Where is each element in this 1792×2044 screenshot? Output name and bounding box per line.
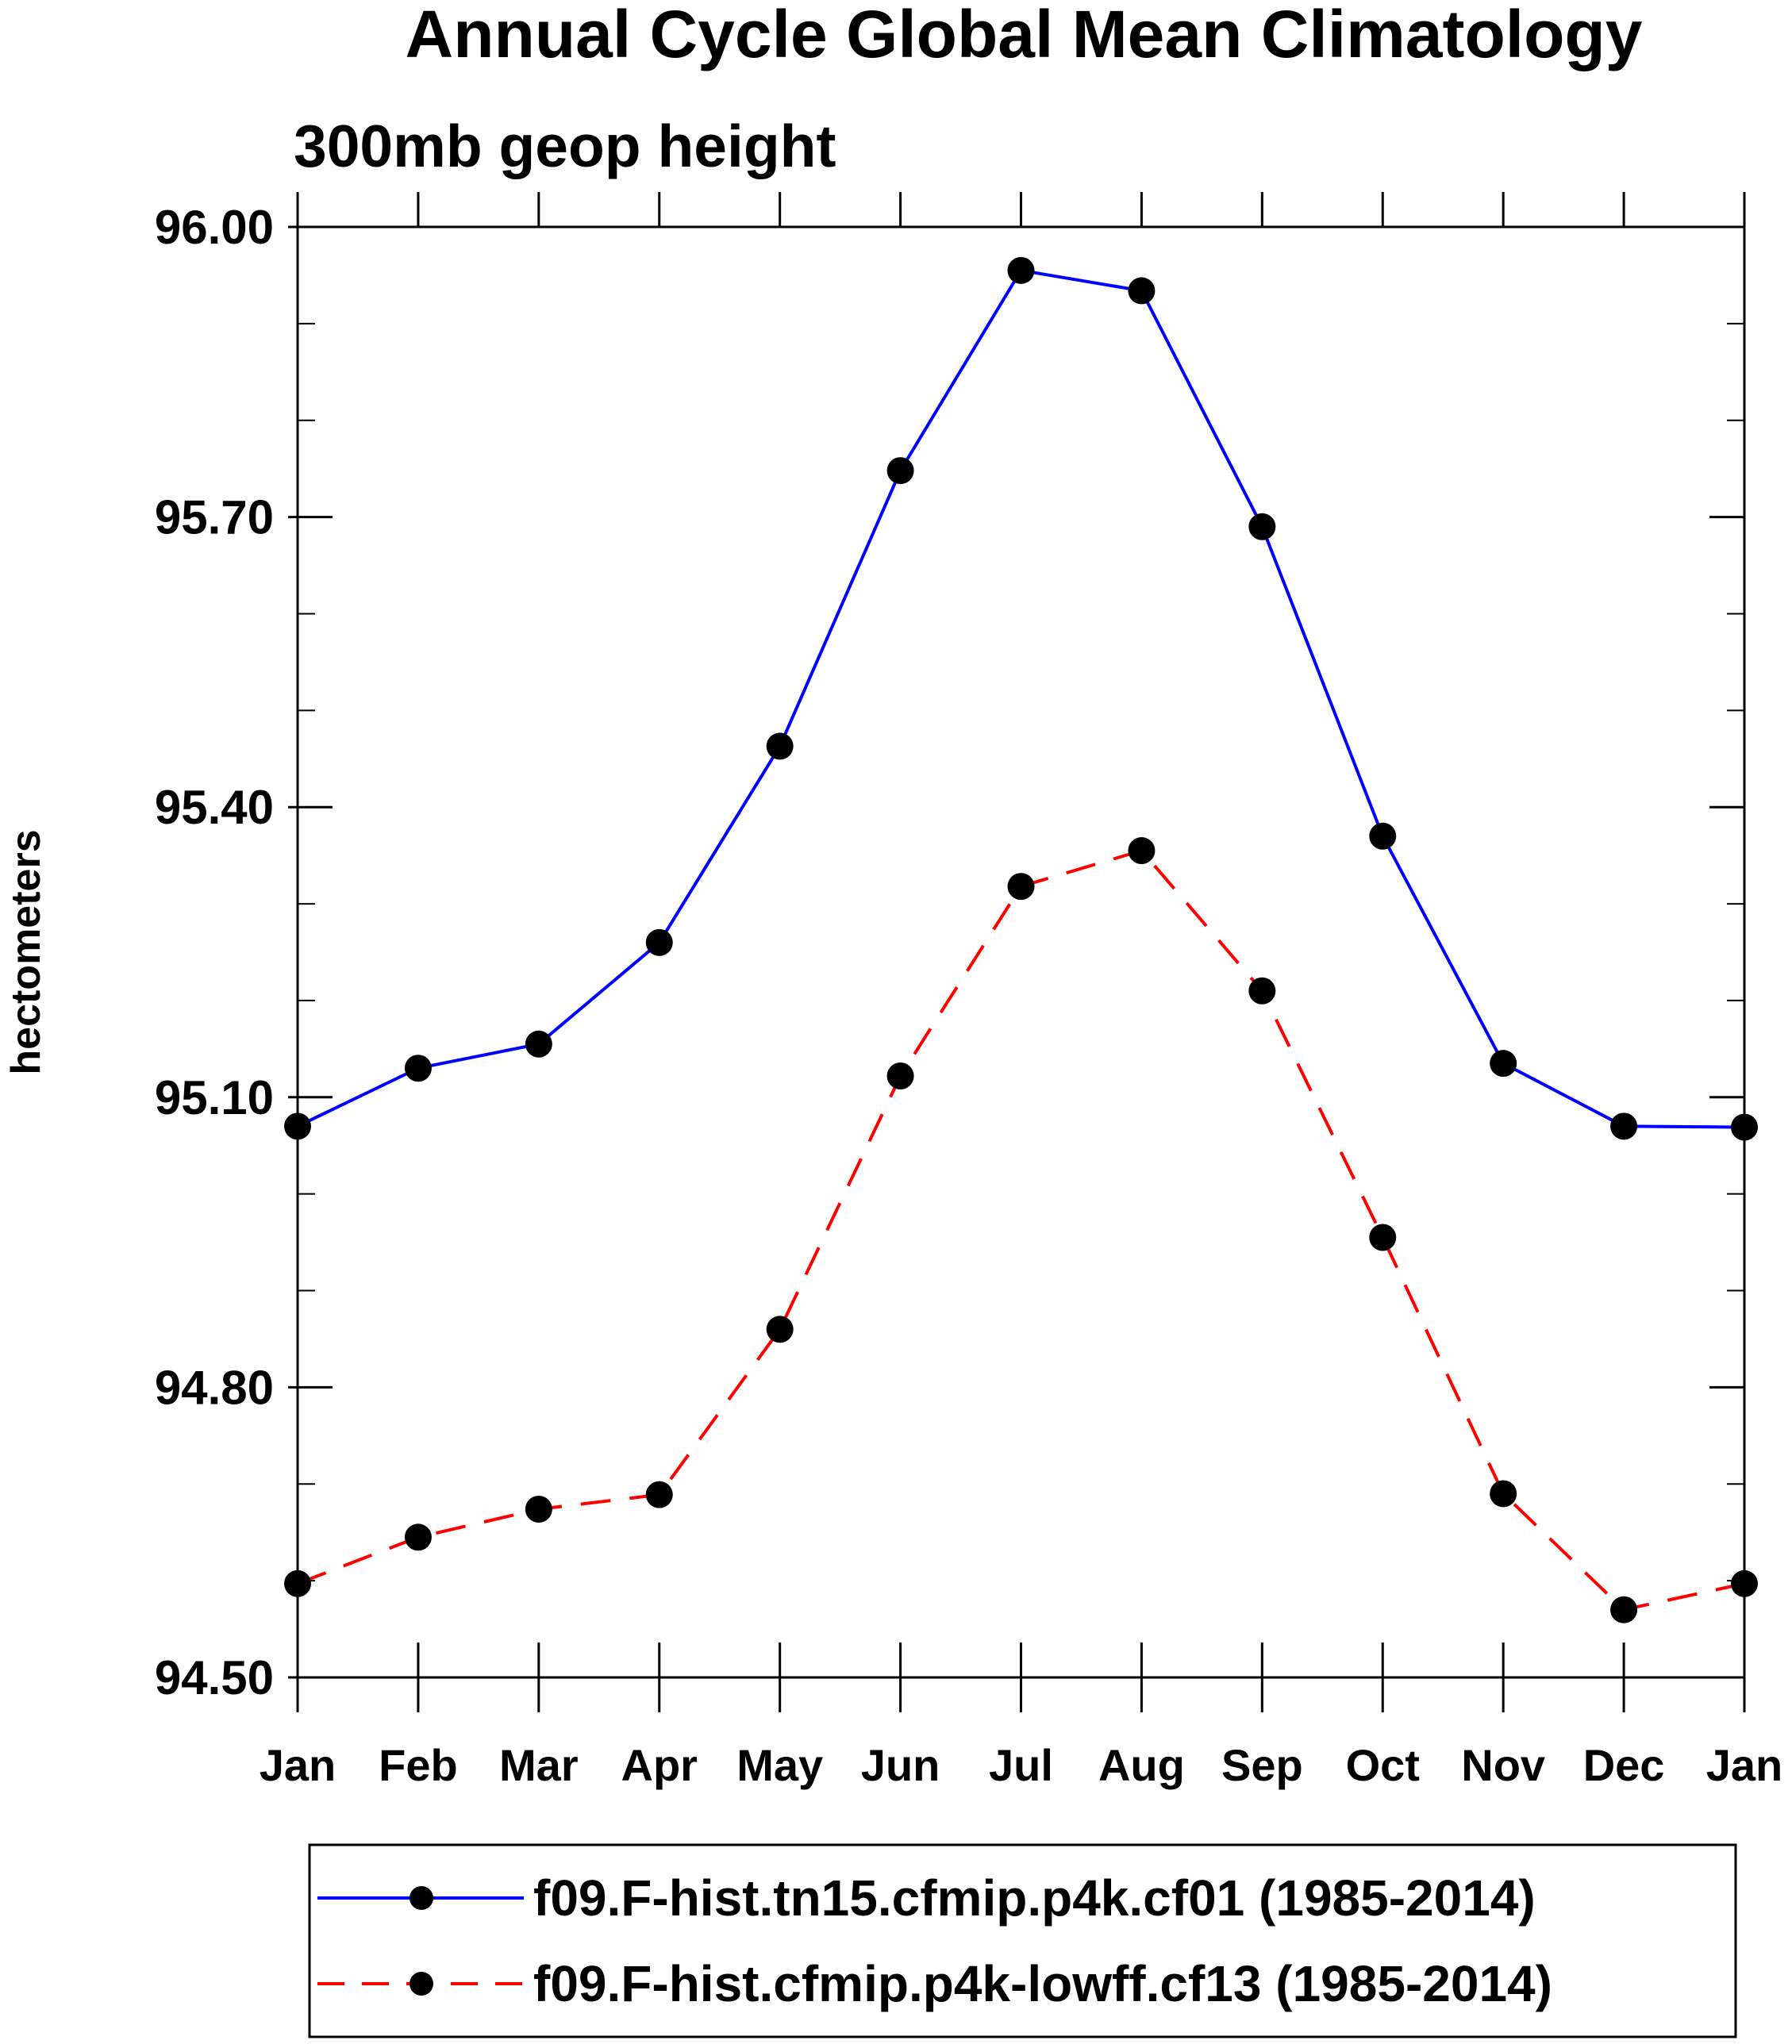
x-tick-label: Oct [1346,1740,1420,1790]
x-tick-label: Jan [1706,1740,1783,1790]
data-point [1731,1113,1758,1141]
data-point [1731,1570,1758,1597]
x-tick-label: Sep [1221,1740,1303,1790]
series-line-1 [297,268,1745,1129]
chart-title: Annual Cycle Global Mean Climatology [406,0,1643,71]
data-point [1007,873,1035,901]
axis-ticks [288,192,1746,1712]
x-tick-label: Nov [1461,1740,1545,1790]
data-point [1128,837,1156,865]
data-point [404,1055,432,1082]
plot-frame [296,225,1746,1679]
data-point [886,457,914,485]
data-point [525,1030,552,1058]
data-point [1007,256,1035,284]
y-tick-label: 96.00 [155,201,274,254]
legend-label-2: f09.F-hist.cfmip.p4k-lowff.cf13 (1985-20… [533,1955,1552,2012]
data-point [886,1062,914,1089]
data-point [1248,977,1276,1005]
data-point [525,1495,552,1523]
y-axis-label: hectometers [3,829,49,1074]
data-point [1369,1224,1397,1251]
x-tick-label: Mar [499,1740,579,1790]
legend: f09.F-hist.tn15.cfmip.p4k.cf01 (1985-201… [308,1843,1737,2038]
y-tick-label: 95.10 [155,1071,274,1124]
legend-marker-2 [410,1972,433,1996]
legend-box [308,1843,1737,2038]
data-point [1128,277,1156,305]
data-point [766,1316,794,1343]
data-point [1610,1112,1638,1140]
data-point [1490,1480,1517,1508]
y-tick-label: 94.80 [155,1361,274,1414]
x-tick-label: May [736,1740,823,1790]
data-point [1610,1596,1638,1623]
y-tick-label: 95.70 [155,491,274,544]
x-tick-label: Apr [621,1740,698,1790]
data-point [284,1570,311,1597]
x-tick-labels: Jan Feb Mar Apr May Jun Jul Aug Sep Oct Nov Dec Jan [260,1740,1783,1790]
x-tick-label: Dec [1583,1740,1665,1790]
chart-subtitle: 300mb geop height [294,113,836,179]
series-group [284,256,1758,1623]
x-tick-label: Jul [989,1740,1053,1790]
data-point [645,1481,673,1508]
data-point [766,732,794,760]
x-tick-label: Jan [260,1740,336,1790]
data-point [1248,513,1276,540]
x-tick-label: Feb [379,1740,458,1790]
data-point [1490,1050,1517,1078]
legend-marker-1 [410,1886,433,1910]
axes [296,225,1746,1679]
series-line-2 [297,848,1745,1612]
y-tick-label: 94.50 [155,1651,274,1704]
x-tick-label: Aug [1098,1740,1185,1790]
legend-label-1: f09.F-hist.tn15.cfmip.p4k.cf01 (1985-201… [533,1869,1536,1927]
y-tick-label: 95.40 [155,781,274,834]
data-point [645,928,673,956]
x-tick-label: Jun [861,1740,940,1790]
data-point [404,1523,432,1551]
data-point [284,1112,311,1140]
data-point [1369,822,1397,850]
y-tick-labels: 96.00 95.70 95.40 95.10 94.80 94.50 [155,201,274,1704]
